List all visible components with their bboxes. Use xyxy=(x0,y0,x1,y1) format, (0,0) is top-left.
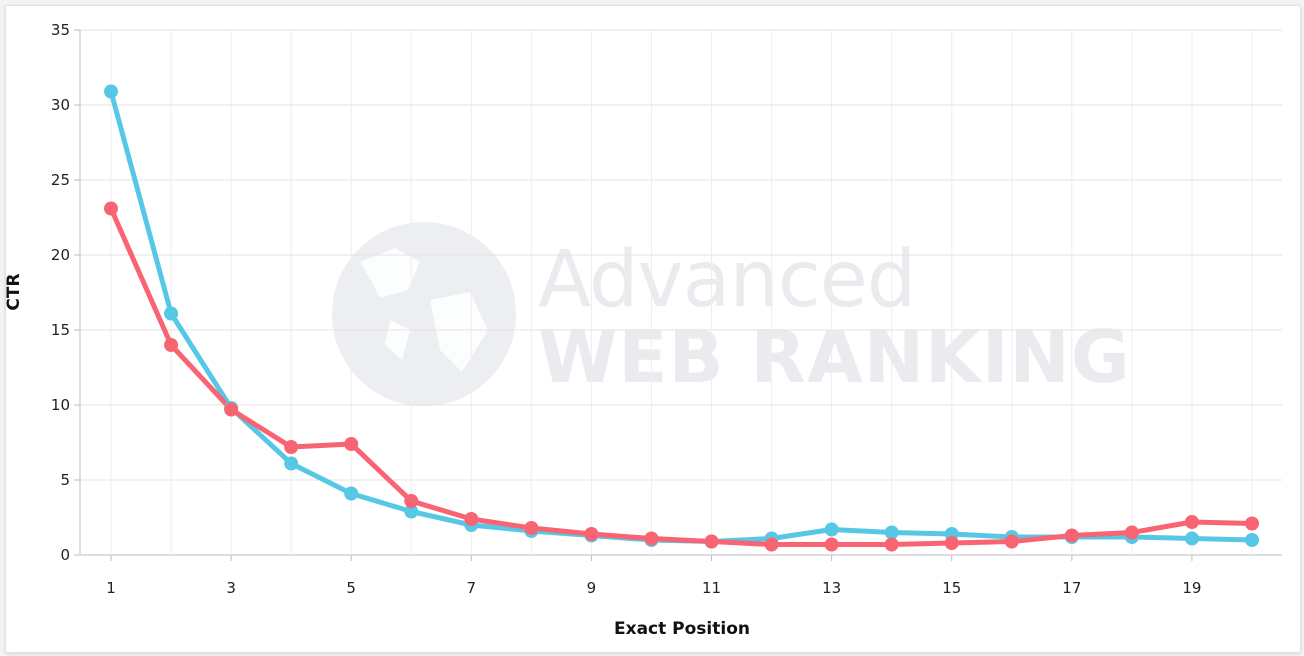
series-1-point[interactable] xyxy=(404,504,419,519)
watermark-line1: Advanced xyxy=(538,235,915,325)
series-2-point[interactable] xyxy=(584,527,599,541)
series-1-point[interactable] xyxy=(1245,533,1259,547)
series-1-point[interactable] xyxy=(284,456,299,471)
x-tick-label: 1 xyxy=(106,579,116,597)
y-tick-label: 20 xyxy=(51,246,70,264)
x-tick-label: 5 xyxy=(346,579,356,597)
y-tick-label: 25 xyxy=(51,171,70,189)
series-1-point[interactable] xyxy=(104,84,118,99)
series-2-point[interactable] xyxy=(1064,528,1079,543)
watermark-logo: Advanced WEB RANKING xyxy=(332,222,1131,406)
y-tick-label: 30 xyxy=(51,96,70,114)
x-tick-label: 7 xyxy=(467,579,477,597)
globe-icon xyxy=(332,222,516,406)
y-tick-label: 10 xyxy=(51,396,70,414)
series-2-point[interactable] xyxy=(704,534,719,549)
series-2-point[interactable] xyxy=(944,536,959,550)
y-axis-title: CTR xyxy=(4,273,24,310)
globe-continent-shape xyxy=(360,248,488,372)
series-layer xyxy=(104,84,1259,552)
x-tick-label: 13 xyxy=(822,579,841,597)
y-tick-label: 5 xyxy=(60,471,70,489)
series-2-line xyxy=(108,206,1255,547)
y-tick-label: 15 xyxy=(51,321,70,339)
series-2-point[interactable] xyxy=(884,537,899,552)
x-tick-label: 15 xyxy=(942,579,961,597)
series-2-point[interactable] xyxy=(1124,525,1139,540)
series-2-point[interactable] xyxy=(824,537,839,552)
x-tick-label: 17 xyxy=(1062,579,1081,597)
x-tick-label: 9 xyxy=(587,579,597,597)
series-1-point[interactable] xyxy=(164,306,179,321)
x-axis-title: Exact Position xyxy=(614,619,750,639)
series-2-point[interactable] xyxy=(644,531,659,546)
x-tick-label: 3 xyxy=(226,579,236,597)
series-2-point[interactable] xyxy=(104,201,118,216)
series-1-point[interactable] xyxy=(824,522,839,537)
series-2-point[interactable] xyxy=(1004,534,1019,549)
series-2-point[interactable] xyxy=(344,437,359,451)
series-1-point[interactable] xyxy=(884,525,899,540)
series-2-point[interactable] xyxy=(404,494,419,508)
series-2-point[interactable] xyxy=(1184,515,1199,529)
x-tick-label: 19 xyxy=(1182,579,1201,597)
series-2-point[interactable] xyxy=(1245,516,1259,531)
series-2-point[interactable] xyxy=(764,537,779,552)
y-tick-label: 0 xyxy=(60,546,70,564)
series-2-point[interactable] xyxy=(224,402,239,417)
series-2-point[interactable] xyxy=(284,440,299,454)
series-1-point[interactable] xyxy=(344,486,359,501)
series-2-point[interactable] xyxy=(524,521,539,535)
y-tick-label: 35 xyxy=(51,21,70,39)
x-tick-label: 11 xyxy=(702,579,721,597)
grid-lines xyxy=(80,29,1282,556)
watermark-line2: WEB RANKING xyxy=(538,315,1131,399)
series-2-point[interactable] xyxy=(464,512,479,526)
series-2-point[interactable] xyxy=(164,338,179,352)
series-1-point[interactable] xyxy=(1184,531,1199,546)
